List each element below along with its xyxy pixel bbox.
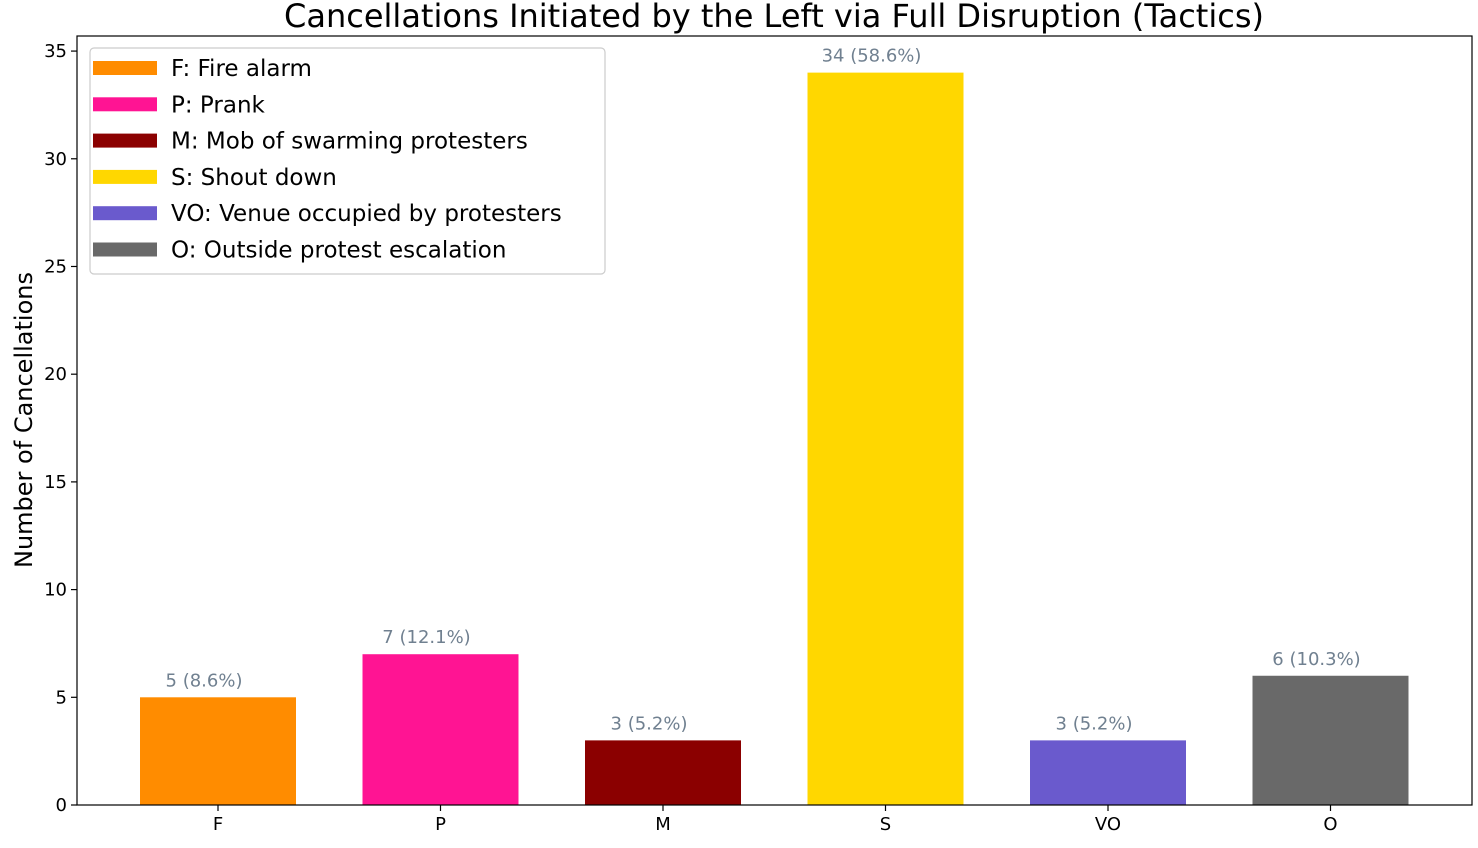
legend-swatch-vo xyxy=(93,206,157,221)
y-tick-label-20: 20 xyxy=(44,364,67,385)
legend-label-o: O: Outside protest escalation xyxy=(171,238,506,264)
bar-p xyxy=(362,654,519,805)
data-label-m: 3 (5.2%) xyxy=(611,713,688,734)
x-tick-label-s: S xyxy=(880,814,891,835)
bar-f xyxy=(140,697,296,805)
legend-swatch-o xyxy=(93,242,157,257)
x-tick-label-vo: VO xyxy=(1095,814,1121,835)
legend-label-p: P: Prank xyxy=(171,92,266,118)
data-labels-layer: 5 (8.6%) 7 (12.1%) 3 (5.2%) 34 (58.6%) 3 (5.… xyxy=(166,46,1361,735)
bars-layer xyxy=(140,72,1409,806)
y-tick-label-10: 10 xyxy=(44,580,67,601)
legend-items: F: Fire alarm P: Prank M: Mob of swarming … xyxy=(93,56,562,264)
bar-s xyxy=(807,72,964,806)
y-tick-label-15: 15 xyxy=(44,472,67,493)
x-tick-label-f: F xyxy=(213,814,223,835)
legend-swatch-s xyxy=(93,169,157,184)
plot-frame xyxy=(76,35,1473,806)
bar-vo xyxy=(1030,740,1186,805)
legend-label-s: S: Shout down xyxy=(171,165,337,191)
legend-label-vo: VO: Venue occupied by protesters xyxy=(171,201,562,227)
x-axis-ticks: F P M S VO O xyxy=(213,805,1338,835)
data-label-s: 34 (58.6%) xyxy=(822,46,922,67)
bar-m xyxy=(585,740,741,805)
x-tick-label-o: O xyxy=(1323,814,1337,835)
y-tick-label-35: 35 xyxy=(44,41,67,62)
data-label-o: 6 (10.3%) xyxy=(1272,649,1360,670)
y-tick-label-0: 0 xyxy=(56,795,67,816)
legend-swatch-f xyxy=(93,61,157,75)
y-axis-label: Number of Cancellations xyxy=(10,272,38,568)
y-axis-ticks: 0 5 10 15 20 25 30 35 xyxy=(44,41,77,816)
data-label-p: 7 (12.1%) xyxy=(382,627,470,648)
y-axis-label-group: Number of Cancellations xyxy=(10,272,38,568)
legend-label-m: M: Mob of swarming protesters xyxy=(171,129,528,155)
legend-box xyxy=(89,47,606,275)
data-label-f: 5 (8.6%) xyxy=(166,670,243,691)
x-tick-label-p: P xyxy=(435,814,446,835)
legend-swatch-p xyxy=(93,97,157,112)
y-tick-label-25: 25 xyxy=(44,256,67,277)
y-tick-label-30: 30 xyxy=(44,149,67,170)
bar-o xyxy=(1252,675,1409,805)
legend-swatch-m xyxy=(93,133,157,148)
data-label-vo: 3 (5.2%) xyxy=(1056,713,1133,734)
chart-title: Cancellations Initiated by the Left via … xyxy=(284,0,1264,35)
legend: F: Fire alarm P: Prank M: Mob of swarming … xyxy=(89,47,606,275)
legend-label-f: F: Fire alarm xyxy=(171,56,312,82)
x-tick-label-m: M xyxy=(655,814,671,835)
y-tick-label-5: 5 xyxy=(56,687,67,708)
